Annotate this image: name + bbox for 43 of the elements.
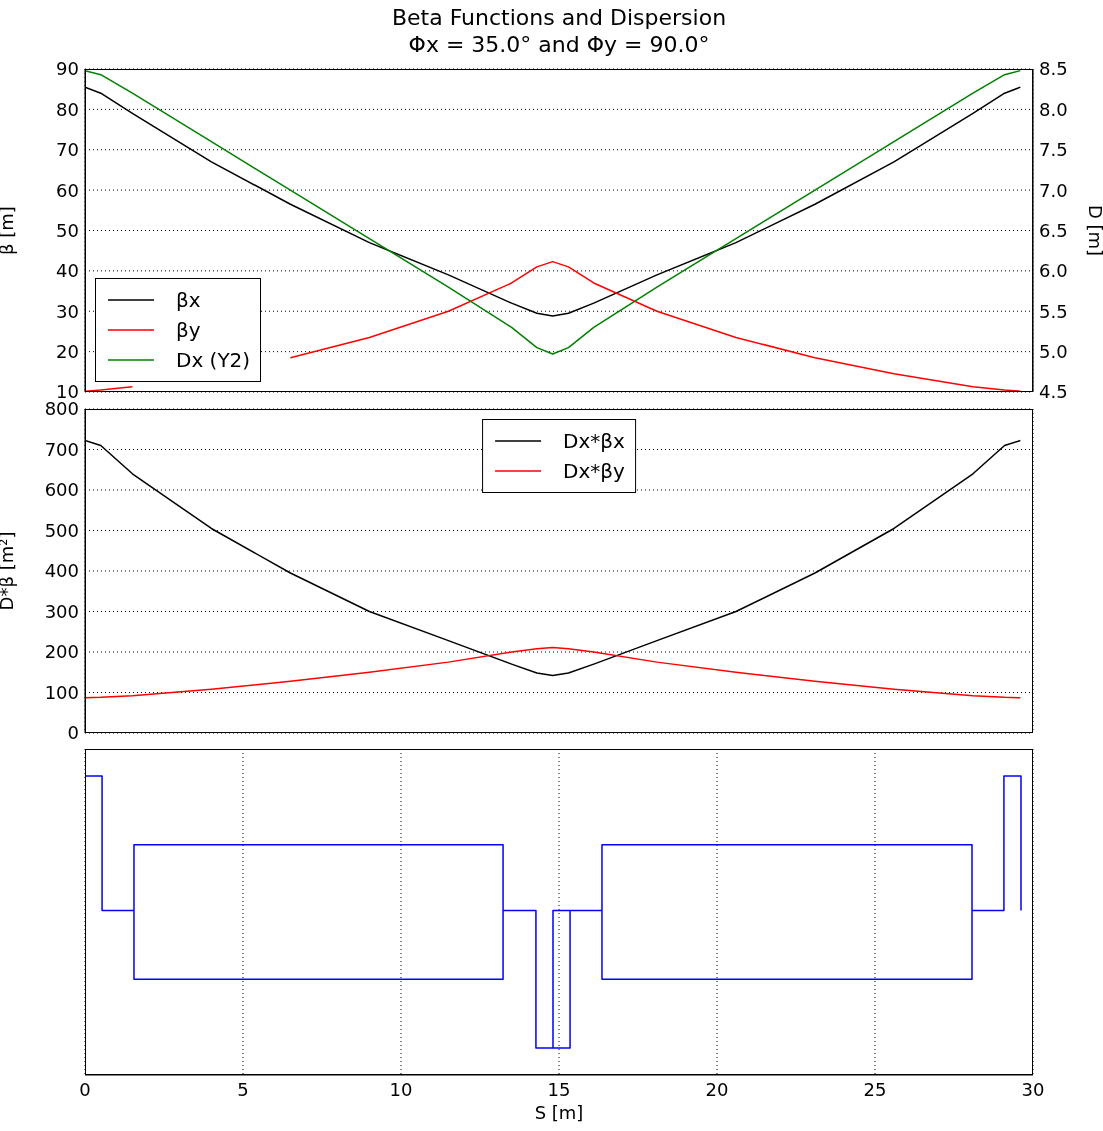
chart-title: Beta Functions and Dispersion	[390, 4, 728, 31]
x-tick-label: 20	[705, 1078, 729, 1100]
legend-label: Dx*βy	[563, 459, 625, 483]
y2-tick-label: 5.0	[1039, 341, 1068, 363]
x-tick-label: 25	[863, 1078, 887, 1100]
y2-tick-label: 7.0	[1039, 179, 1068, 201]
y-tick-label: 70	[56, 139, 79, 161]
y-tick-label: 30	[56, 300, 79, 322]
y-tick-label: 400	[44, 560, 79, 582]
x-tick-label: 5	[237, 1078, 249, 1100]
y-tick-label: 600	[44, 479, 79, 501]
y-tick-label: 300	[44, 600, 79, 622]
y2-axis-title: D [m]	[1084, 204, 1103, 257]
legend-label: βx	[176, 288, 201, 312]
y2-tick-label: 6.5	[1039, 219, 1068, 241]
y2-tick-label: 8.0	[1039, 98, 1068, 120]
y-axis-title: D*β [m²]	[0, 531, 18, 611]
y-tick-label: 20	[56, 341, 79, 363]
x-tick-label: 30	[1021, 1078, 1045, 1100]
line-series	[85, 646, 1022, 699]
y-axis-title: β [m]	[0, 206, 18, 255]
legend-label: Dx*βx	[563, 429, 625, 453]
y-tick-label: 80	[56, 98, 79, 120]
y-tick-label: 200	[44, 641, 79, 663]
y2-tick-label: 8.5	[1039, 58, 1068, 80]
y-tick-label: 500	[44, 519, 79, 541]
y-tick-label: 700	[44, 438, 79, 460]
y-tick-label: 60	[56, 179, 79, 201]
y2-tick-label: 5.5	[1039, 300, 1068, 322]
y-tick-label: 0	[67, 722, 79, 744]
y2-tick-label: 6.0	[1039, 260, 1068, 282]
y2-tick-label: 4.5	[1039, 381, 1068, 403]
x-tick-label: 10	[389, 1078, 413, 1100]
x-tick-label: 15	[547, 1078, 571, 1100]
x-axis-title: S [m]	[534, 1102, 584, 1123]
legend-label: βy	[176, 318, 201, 342]
y-tick-label: 90	[56, 58, 79, 80]
legend-label: Dx (Y2)	[176, 348, 251, 372]
y-tick-label: 40	[56, 260, 79, 282]
chart-subtitle: Φx = 35.0° and Φy = 90.0°	[407, 31, 711, 58]
y2-tick-label: 7.5	[1039, 139, 1068, 161]
y-tick-label: 50	[56, 219, 79, 241]
y-tick-label: 100	[44, 681, 79, 703]
